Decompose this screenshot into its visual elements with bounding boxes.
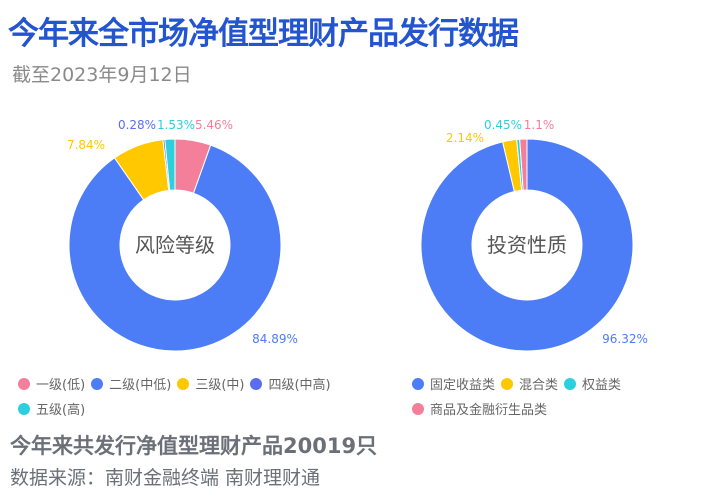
legend-label: 四级(中高) (268, 378, 331, 393)
donut-center-label: 风险等级 (135, 233, 215, 257)
data-label: 96.32% (602, 332, 648, 346)
donut-center-label: 投资性质 (487, 233, 567, 257)
data-label: 0.28% (118, 118, 156, 132)
legend-label: 权益类 (582, 378, 622, 393)
legend-dot-icon (564, 377, 577, 390)
legend-item[interactable]: 权益类 (564, 374, 621, 393)
legend-item[interactable]: 五级(高) (18, 399, 85, 418)
data-label: 2.14% (446, 131, 484, 145)
donut-slice (420, 138, 634, 352)
legend-item[interactable]: 四级(中高) (250, 374, 331, 393)
legend-label: 商品及金融衍生品类 (430, 403, 548, 418)
donut-slice (68, 144, 282, 352)
data-label: 0.45% (484, 118, 522, 132)
legend-item[interactable]: 二级(中低) (91, 374, 171, 393)
data-label: 7.84% (67, 138, 105, 152)
legend-label: 三级(中) (195, 378, 245, 393)
legend-label: 混合类 (519, 378, 559, 393)
legend-label: 固定收益类 (430, 378, 496, 393)
donut-slice (164, 138, 176, 191)
data-label: 5.46% (195, 118, 233, 132)
page-subtitle: 截至2023年9月12日 (12, 64, 192, 86)
legend-label: 五级(高) (36, 403, 86, 418)
legend-dot-icon (91, 377, 104, 390)
legend-item[interactable]: 一级(低) (18, 374, 85, 393)
legend-risk-level: 一级(低) 二级(中低) 三级(中) 四级(中高) 五级(高) (18, 374, 358, 424)
legend-investment-type: 固定收益类 混合类 权益类商品及金融衍生品类 (412, 374, 692, 424)
legend-label: 二级(中低) (109, 378, 172, 393)
legend-dot-icon (412, 377, 424, 390)
data-label: 1.53% (157, 118, 195, 132)
legend-dot-icon (501, 377, 514, 390)
page-title: 今年来全市场净值型理财产品发行数据 (8, 16, 519, 52)
legend-dot-icon (177, 377, 190, 390)
donut-slice (519, 138, 528, 191)
legend-label: 一级(低) (36, 378, 86, 393)
total-issued-text: 今年来共发行净值型理财产品20019只 (10, 434, 378, 458)
legend-dot-icon (18, 377, 30, 390)
data-label: 1.1% (524, 118, 555, 132)
legend-dot-icon (412, 402, 424, 415)
legend-item[interactable]: 商品及金融衍生品类 (412, 399, 547, 418)
legend-item[interactable]: 固定收益类 (412, 374, 495, 393)
legend-item[interactable]: 三级(中) (177, 374, 244, 393)
data-label: 84.89% (252, 332, 298, 346)
source-text: 数据来源：南财金融终端 南财理财通 (10, 467, 321, 489)
legend-dot-icon (250, 377, 263, 390)
legend-item[interactable]: 混合类 (501, 374, 558, 393)
donut-charts: 5.46% 84.89% 7.84% 0.28% 1.53% 风险等级 96.32% 2.14… (67, 118, 648, 352)
legend-dot-icon (18, 402, 30, 415)
